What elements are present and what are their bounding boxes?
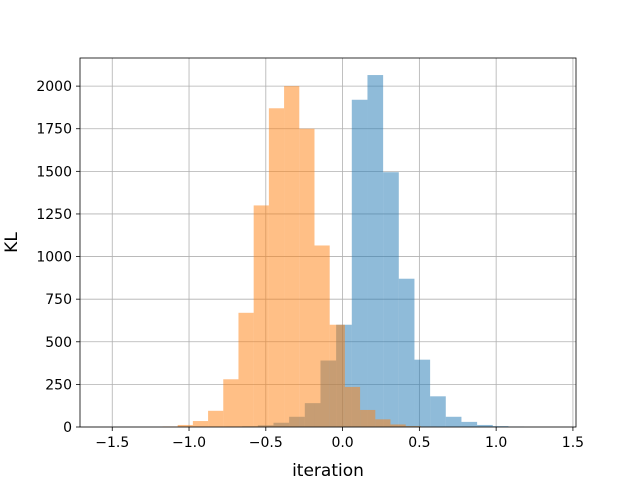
bars (162, 75, 525, 427)
histogram-bar (405, 426, 421, 427)
histogram-bar (492, 426, 509, 427)
histogram-bar (430, 396, 446, 427)
histogram-bar (223, 379, 239, 427)
y-axis-label: KL (2, 232, 22, 253)
histogram-bar (414, 359, 431, 427)
histogram-bar (299, 128, 315, 427)
histogram-bar (177, 424, 193, 427)
x-tick-label: −1.0 (172, 435, 206, 451)
histogram-bar (253, 205, 269, 427)
histogram-bar (461, 421, 478, 427)
histogram-bar (284, 86, 300, 427)
histogram-bar (268, 108, 285, 427)
y-tick-label: 2000 (36, 79, 72, 95)
histogram-bar (314, 245, 330, 427)
y-tick-label: 0 (63, 420, 72, 436)
histogram-bar (351, 99, 368, 427)
histogram-bar (445, 416, 462, 427)
histogram-bar (390, 424, 406, 427)
x-tick-label: −1.5 (95, 435, 129, 451)
histogram-bar (208, 410, 224, 427)
histogram-bar (238, 312, 254, 427)
y-tick-label: 1000 (36, 250, 72, 266)
histogram-bar (477, 424, 493, 427)
x-tick-label: 1.0 (485, 435, 507, 451)
histogram-bar (329, 324, 345, 427)
y-tick-label: 250 (45, 377, 72, 393)
x-axis-label: iteration (292, 461, 364, 480)
histogram-bar (375, 419, 391, 427)
histogram-bar (192, 421, 209, 427)
y-tick-label: 750 (45, 292, 72, 308)
y-tick-label: 1500 (36, 164, 72, 180)
histogram-bar (367, 75, 384, 427)
x-tick-label: 0.5 (408, 435, 430, 451)
y-tick-label: 1250 (36, 207, 72, 223)
y-tick-label: 1750 (36, 122, 72, 138)
histogram-bar (344, 386, 361, 427)
histogram-bar (398, 278, 415, 427)
histogram-bar (383, 172, 399, 427)
y-tick-label: 500 (45, 335, 72, 351)
x-tick-label: 1.5 (562, 435, 584, 451)
histogram-bar (360, 409, 376, 427)
histogram-series-2 (162, 86, 437, 427)
x-tick-label: 0.0 (331, 435, 353, 451)
axes-frame (79, 57, 577, 428)
x-tick-label: −0.5 (249, 435, 283, 451)
ticks: −1.5 −1.0 −0.5 0.0 0.5 1.0 1.5 0 250 500 750 1000 12… (36, 79, 584, 451)
